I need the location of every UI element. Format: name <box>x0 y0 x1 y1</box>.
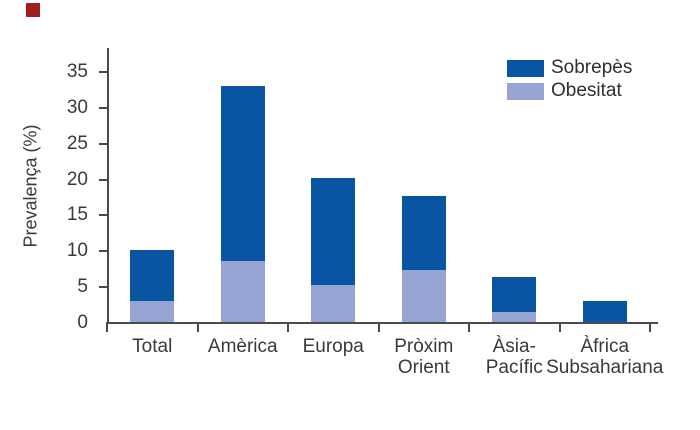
bar-segment-sobrepès-1 <box>220 86 265 262</box>
y-axis-title: Prevalença (%) <box>20 124 41 248</box>
y-tick-label: 20 <box>66 168 88 190</box>
y-axis-tick <box>99 286 107 289</box>
y-tick-label: 0 <box>77 312 88 333</box>
bar-segment-obesitat-1 <box>220 261 265 322</box>
x-category-label-line: Orient <box>397 357 450 378</box>
legend-label-sobrepes: Sobrepès <box>551 57 633 78</box>
x-axis-line <box>107 322 658 324</box>
legend-item-sobrepes: Sobrepès <box>507 58 632 78</box>
x-axis-tick <box>196 322 199 332</box>
y-tick-label: 25 <box>66 132 88 154</box>
y-tick-label: 10 <box>66 240 88 262</box>
x-category-label-line: Àfrica <box>580 336 630 357</box>
legend-item-obesitat: Obesitat <box>507 81 632 101</box>
y-axis-tick <box>99 106 107 109</box>
y-axis-tick <box>99 142 107 145</box>
x-category-label: Pròxim Orient <box>394 336 453 378</box>
x-category-label-line: Total <box>132 336 173 357</box>
x-category-label-line: Àsia- <box>492 336 536 357</box>
bar-segment-obesitat-2 <box>311 284 356 322</box>
x-category-label-line: Europa <box>302 336 364 357</box>
x-axis-tick <box>468 322 470 332</box>
y-tick-label: 35 <box>66 61 88 83</box>
x-category-label-line: Amèrica <box>207 336 278 357</box>
x-category-label-line: Pròxim <box>394 336 454 357</box>
bar-segment-sobrepès-4 <box>492 276 537 312</box>
x-category-label-line: Pacífic <box>485 357 543 378</box>
y-axis-tick <box>99 250 107 253</box>
y-axis-line <box>107 48 109 324</box>
y-axis-tick <box>99 71 107 74</box>
bar-segment-sobrepès-5 <box>582 301 627 322</box>
x-axis-tick <box>558 322 561 332</box>
legend-label-obesitat: Obesitat <box>551 80 622 101</box>
x-category-label: Amèrica <box>208 336 278 357</box>
corner-marker <box>26 3 40 17</box>
x-category-label: Europa <box>303 336 364 357</box>
x-category-label-line: Subsahariana <box>546 357 664 378</box>
x-axis-tick <box>287 322 289 332</box>
legend-swatch-sobrepes-icon <box>507 59 544 77</box>
x-category-label: Total <box>132 336 172 357</box>
bar-segment-obesitat-4 <box>492 311 537 322</box>
y-tick-label: 15 <box>66 204 88 226</box>
x-axis-tick <box>649 322 651 332</box>
bar-segment-sobrepès-3 <box>401 195 446 270</box>
x-category-label: Àfrica Subsahariana <box>546 336 663 378</box>
legend: Sobrepès Obesitat <box>507 58 632 104</box>
y-tick-label: 5 <box>77 276 88 298</box>
bar-segment-sobrepès-0 <box>130 250 175 302</box>
legend-swatch-obesitat-icon <box>507 82 544 100</box>
y-axis-tick <box>99 178 107 181</box>
bar-segment-sobrepès-2 <box>311 177 356 285</box>
y-tick-label: 30 <box>66 96 88 118</box>
bar-segment-obesitat-3 <box>401 269 446 322</box>
x-axis-tick <box>106 322 108 332</box>
y-axis-tick <box>99 214 107 217</box>
x-category-label: Àsia- Pacífic <box>486 336 543 378</box>
x-axis-tick <box>377 322 380 332</box>
bar-segment-obesitat-0 <box>130 301 175 322</box>
